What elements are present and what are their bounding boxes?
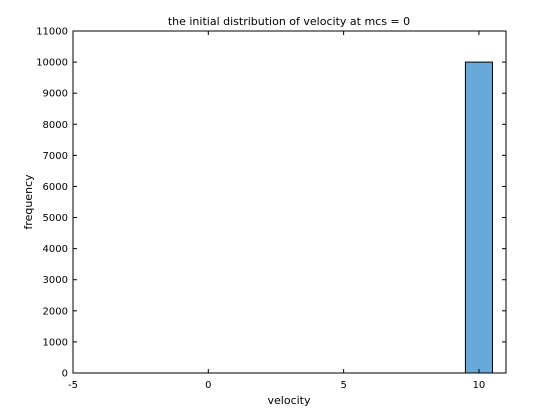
x-axis: -5 0 5 10	[68, 31, 485, 391]
axes-frame	[72, 30, 507, 374]
y-tick-label: 5000	[43, 213, 68, 224]
plot-area	[464, 61, 493, 374]
chart-title: the initial distribution of velocity at …	[168, 15, 410, 28]
x-tick-label: 5	[340, 380, 346, 391]
x-tick-label: 10	[473, 380, 486, 391]
y-tick-label: 1000	[43, 337, 68, 348]
x-tick-label: 0	[205, 380, 211, 391]
y-tick-label: 3000	[43, 275, 68, 286]
y-tick-label: 0	[62, 369, 68, 380]
y-tick-label: 9000	[43, 89, 68, 100]
y-axis-label: frequency	[22, 174, 35, 230]
y-tick-label: 8000	[43, 120, 68, 131]
y-axis: 0 1000 2000 3000 4000 5000 6000 7000 8000 9000 100…	[36, 27, 506, 380]
x-axis-label: velocity	[268, 394, 311, 407]
y-tick-label: 11000	[36, 27, 68, 38]
y-tick-label: 7000	[43, 151, 68, 162]
y-tick-label: 10000	[36, 58, 68, 69]
y-tick-label: 6000	[43, 182, 68, 193]
histogram-bar-0	[464, 61, 493, 374]
y-tick-label: 2000	[43, 306, 68, 317]
y-tick-label: 4000	[43, 244, 68, 255]
x-tick-label: -5	[68, 380, 78, 391]
